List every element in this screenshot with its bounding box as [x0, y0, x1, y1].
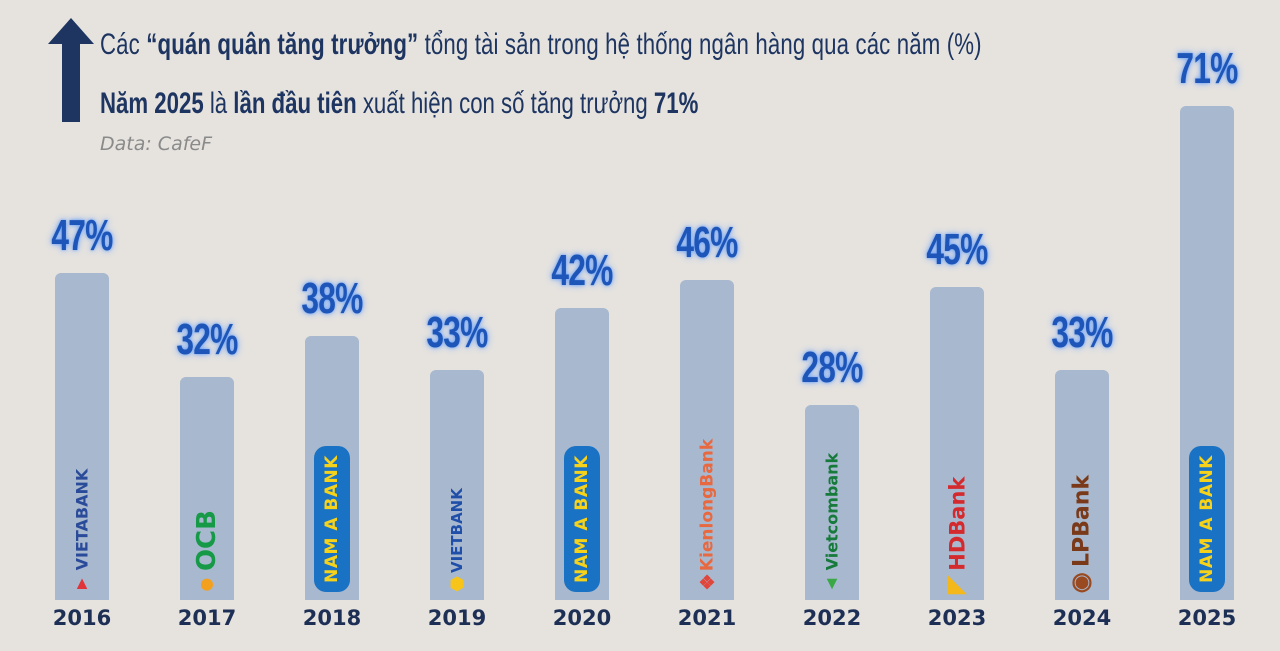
value-label-2025: 71% — [1176, 44, 1238, 93]
data-source: Data: CafeF — [100, 133, 213, 155]
vietcombank-logo: ▼ Vietcombank — [805, 422, 859, 593]
value-label-2021: 46% — [676, 218, 738, 267]
hdbank-logo: ◣ HDBank — [930, 422, 984, 595]
bar-2019: ⬢ VIETBANK — [430, 370, 484, 600]
vietbank-logo: ⬢ VIETBANK — [430, 422, 484, 594]
chart-title: Các “quán quân tăng trưởng” tổng tài sản… — [100, 28, 982, 62]
bar-2023: ◣ HDBank — [930, 287, 984, 600]
arrow-up-icon — [48, 18, 94, 122]
year-label-2023: 2023 — [927, 606, 987, 630]
value-label-2019: 33% — [426, 308, 488, 357]
year-label-2025: 2025 — [1177, 606, 1237, 630]
nam-a-bank-logo: NAM A BANK — [314, 446, 350, 592]
bar-2016: ▲ VIETABANK — [55, 273, 109, 600]
year-label-2019: 2019 — [427, 606, 487, 630]
bar-2025: NAM A BANK — [1180, 106, 1234, 600]
bar-2024: ◉ LPBank — [1055, 370, 1109, 600]
ocb-logo: ● OCB — [180, 422, 234, 598]
title-highlight: “quán quân tăng trưởng” — [146, 28, 419, 61]
year-label-2018: 2018 — [302, 606, 362, 630]
bank-symbol-icon: ● — [198, 567, 216, 599]
bank-name: LPBank — [1069, 474, 1095, 568]
title-text: Các — [100, 28, 147, 61]
bank-name: NAM A BANK — [572, 455, 592, 583]
value-label-2020: 42% — [551, 246, 613, 295]
nam-a-bank-logo: NAM A BANK — [1189, 446, 1225, 592]
bank-symbol-icon: ◉ — [1071, 568, 1093, 596]
bank-name: VIETABANK — [72, 468, 92, 570]
year-label-2021: 2021 — [677, 606, 737, 630]
value-label-2017: 32% — [176, 315, 238, 364]
vietabank-logo: ▲ VIETABANK — [55, 422, 109, 592]
bank-name: VIETBANK — [448, 488, 466, 574]
value-label-2022: 28% — [801, 343, 863, 392]
bar-2020: NAM A BANK — [555, 308, 609, 600]
nam-a-bank-logo: NAM A BANK — [564, 446, 600, 592]
year-label-2016: 2016 — [52, 606, 112, 630]
year-label-2022: 2022 — [802, 606, 862, 630]
title-text: tổng tài sản trong hệ thống ngân hàng qu… — [418, 28, 982, 61]
year-label-2024: 2024 — [1052, 606, 1112, 630]
subtitle-text: xuất hiện con số tăng trưởng — [356, 87, 654, 120]
lpbank-logo: ◉ LPBank — [1055, 422, 1109, 595]
bar-2017: ● OCB — [180, 377, 234, 600]
kienlongbank-logo: ❖ KienlongBank — [680, 422, 734, 595]
value-label-2018: 38% — [301, 274, 363, 323]
bank-name: NAM A BANK — [322, 455, 342, 583]
value-label-2023: 45% — [926, 225, 988, 274]
subtitle-text: là — [203, 87, 234, 120]
bank-symbol-icon: ◣ — [948, 569, 966, 596]
bank-name: Vietcombank — [822, 452, 842, 571]
year-label-2020: 2020 — [552, 606, 612, 630]
bank-name: OCB — [192, 510, 222, 572]
chart-subtitle: Năm 2025 là lần đầu tiên xuất hiện con s… — [100, 87, 698, 121]
bar-2022: ▼ Vietcombank — [805, 405, 859, 600]
bank-symbol-icon: ⬢ — [449, 574, 465, 594]
bank-symbol-icon: ▼ — [823, 572, 841, 593]
bank-name: NAM A BANK — [1197, 455, 1217, 583]
year-label-2017: 2017 — [177, 606, 237, 630]
subtitle-highlight: 71% — [653, 87, 699, 120]
subtitle-highlight: lần đầu tiên — [233, 87, 357, 120]
bank-symbol-icon: ▲ — [73, 572, 91, 593]
value-label-2016: 47% — [51, 211, 113, 260]
bank-name: KienlongBank — [697, 438, 717, 572]
bar-2018: NAM A BANK — [305, 336, 359, 600]
value-label-2024: 33% — [1051, 308, 1113, 357]
bar-2021: ❖ KienlongBank — [680, 280, 734, 600]
subtitle-highlight: Năm 2025 — [100, 87, 204, 120]
bank-symbol-icon: ❖ — [698, 573, 716, 595]
bank-name: HDBank — [945, 476, 969, 571]
